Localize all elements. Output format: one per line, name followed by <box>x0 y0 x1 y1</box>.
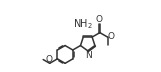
Text: O: O <box>96 15 103 24</box>
Text: O: O <box>46 55 53 64</box>
Text: O: O <box>107 32 114 41</box>
Text: NH$_2$: NH$_2$ <box>73 17 93 31</box>
Text: N: N <box>85 51 92 60</box>
